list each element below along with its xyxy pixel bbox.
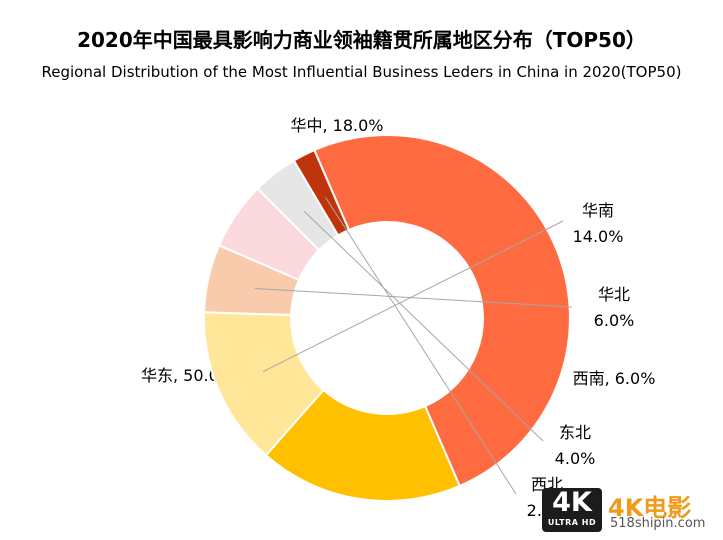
data-label-西南: 西南, 6.0% bbox=[573, 369, 656, 388]
watermark-brand: 4K电影 bbox=[608, 494, 692, 522]
watermark-badge-main: 4K bbox=[552, 487, 592, 518]
chart-title: 2020年中国最具影响力商业领袖籍贯所属地区分布（TOP50） bbox=[77, 28, 646, 52]
leader-line-西北 bbox=[325, 197, 517, 495]
watermark-badge: 4K ULTRA HD bbox=[542, 488, 602, 532]
watermark-site: 518shipin.com bbox=[610, 516, 706, 531]
watermark-logo: 4K ULTRA HD 4K电影 518shipin.com bbox=[538, 486, 718, 536]
data-label-东北: 东北 4.0% bbox=[555, 423, 596, 468]
chart-subtitle: Regional Distribution of the Most Influe… bbox=[41, 63, 682, 81]
leader-line-东北 bbox=[303, 210, 544, 442]
watermark-badge-sub: ULTRA HD bbox=[547, 518, 597, 527]
slice-西北 bbox=[292, 148, 351, 237]
slice-华中 bbox=[264, 388, 461, 502]
data-label-华中: 华中, 18.0% bbox=[290, 116, 383, 135]
leader-line-华南 bbox=[262, 220, 564, 373]
data-label-华南: 华南 14.0% bbox=[573, 201, 624, 246]
leader-line-华北 bbox=[255, 288, 573, 308]
slice-华东 bbox=[313, 134, 571, 488]
data-label-华北: 华北 6.0% bbox=[594, 285, 635, 330]
